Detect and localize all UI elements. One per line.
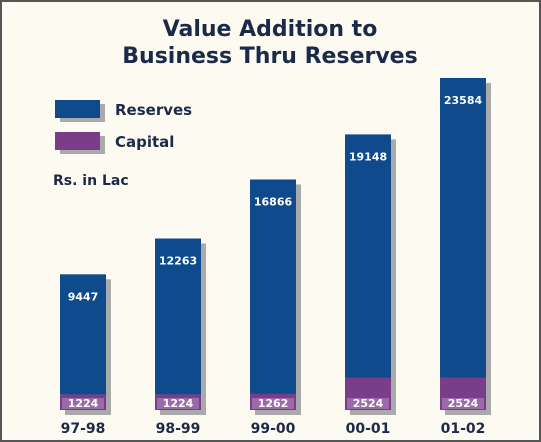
label-bg: [442, 398, 484, 409]
bar-segment: [155, 238, 201, 395]
legend-label: Reserves: [115, 101, 192, 119]
chart-title: Value Addition to Business Thru Reserves: [122, 17, 418, 69]
label-bg: [157, 398, 199, 409]
bar-segment: [440, 78, 486, 378]
bar-segment: [250, 179, 296, 394]
value-label: 19148: [349, 150, 387, 163]
value-label: 12263: [159, 254, 197, 267]
value-label: 1224: [163, 397, 194, 410]
legend-swatch: [55, 132, 100, 150]
bar-segment: [60, 274, 106, 395]
value-label: 2524: [353, 397, 384, 410]
x-tick-label: 97-98: [61, 421, 106, 437]
x-tick-label: 00-01: [346, 421, 391, 437]
x-tick-label: 99-00: [251, 421, 296, 437]
value-label: 9447: [68, 290, 99, 303]
value-label: 16866: [254, 195, 293, 208]
legend-swatch: [55, 100, 100, 118]
legend-label: Capital: [115, 133, 174, 151]
value-label: 1224: [68, 397, 99, 410]
label-bg: [62, 398, 104, 409]
value-label: 23584: [444, 94, 483, 107]
x-tick-label: 98-99: [156, 421, 201, 437]
x-tick-label: 01-02: [441, 421, 486, 437]
bar-segment: [345, 134, 391, 378]
label-bg: [252, 398, 294, 409]
value-label: 1262: [258, 397, 289, 410]
value-label: 2524: [448, 397, 479, 410]
unit-label: Rs. in Lac: [53, 173, 129, 189]
label-bg: [347, 398, 389, 409]
